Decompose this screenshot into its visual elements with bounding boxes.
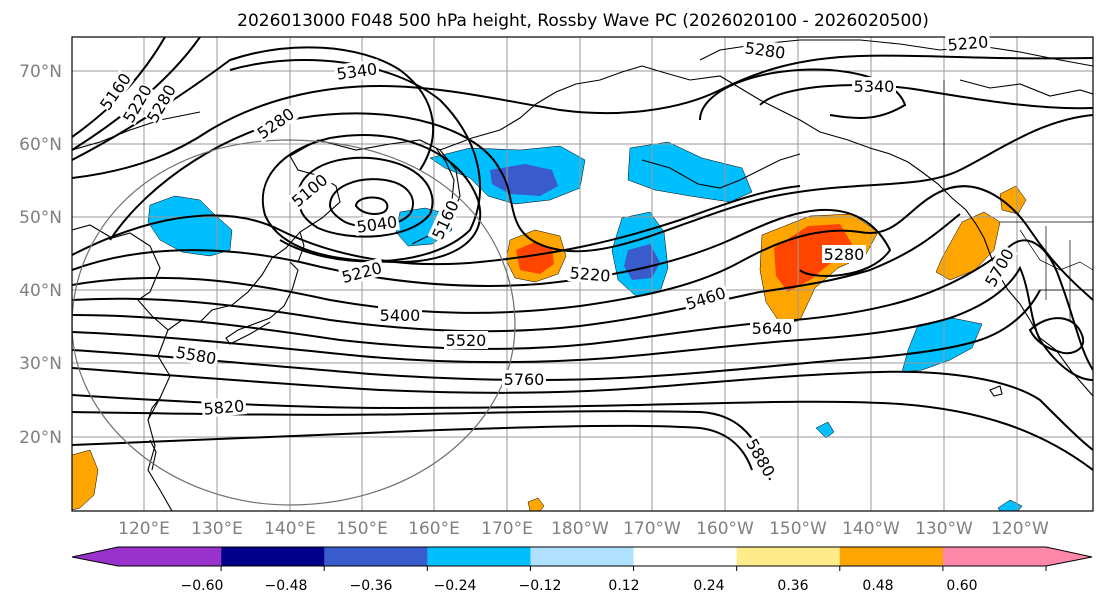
distance-circle — [72, 139, 516, 506]
lon-label: 170°E — [481, 519, 533, 539]
contour-label: 5760 — [504, 370, 545, 389]
contour-label: 5220 — [569, 263, 611, 285]
lon-label: 130°W — [915, 519, 973, 539]
contour-label: 5220 — [947, 32, 989, 54]
negative-anomaly-subtropical — [901, 317, 983, 373]
positive-anomaly-bc — [999, 185, 1027, 215]
negative-anomaly-aleutian — [627, 141, 753, 203]
height-contours — [72, 37, 1093, 481]
lon-label: 120°W — [991, 519, 1049, 539]
colorbar-segment — [221, 547, 325, 566]
contour-label: 5820 — [203, 396, 245, 418]
lat-label: 70°N — [19, 62, 62, 82]
figure-title: 2026013000 F048 500 hPa height, Rossby W… — [237, 11, 929, 31]
colorbar-tick-label: −0.60 — [181, 578, 224, 594]
lon-label: 150°W — [769, 519, 827, 539]
contour-label: 5400 — [380, 306, 421, 325]
lon-label: 120°E — [118, 519, 170, 539]
lon-label: 170°W — [623, 519, 681, 539]
latitude-labels: 70°N 60°N 50°N 40°N 30°N 20°N — [19, 62, 62, 448]
positive-anomaly-small — [527, 497, 545, 511]
lat-label: 50°N — [19, 208, 62, 228]
lon-label: 160°E — [408, 519, 460, 539]
positive-anomaly-gulf-core — [774, 224, 852, 292]
map-panel — [71, 36, 1094, 512]
lon-label: 140°E — [264, 519, 316, 539]
colorbar-segment — [633, 547, 738, 566]
colorbar-segment — [736, 547, 841, 566]
colorbar-tick-label: −0.12 — [519, 578, 562, 594]
contour-labels: 5160 5220 5280 5340 5280 5220 5280 5340 … — [96, 32, 1018, 482]
colorbar-tick-label: 0.36 — [777, 578, 808, 594]
negative-anomaly-hawaii — [815, 421, 835, 439]
colorbar-ticks — [220, 566, 1047, 571]
colorbar-tick-label: 0.24 — [693, 578, 724, 594]
colorbar-segment — [839, 547, 944, 566]
longitude-labels: 120°E 130°E 140°E 150°E 160°E 170°E 180°… — [118, 519, 1049, 539]
colorbar-segments — [72, 547, 1092, 566]
lat-label: 30°N — [19, 354, 62, 374]
colorbar-segment — [942, 547, 1092, 566]
positive-anomaly-tropics — [72, 449, 99, 511]
lon-label: 180°W — [551, 519, 609, 539]
lat-label: 60°N — [19, 135, 62, 155]
colorbar-tick-label: −0.36 — [350, 578, 393, 594]
negative-anomaly-siberia — [147, 195, 233, 257]
lat-label: 20°N — [19, 428, 62, 448]
lat-label: 40°N — [19, 281, 62, 301]
contour-label: 5340 — [854, 77, 895, 96]
lon-label: 160°W — [696, 519, 754, 539]
colorbar-tick-label: 0.48 — [862, 578, 893, 594]
colorbar-tick-label: 0.60 — [946, 578, 977, 594]
contour-label: 5640 — [752, 319, 793, 338]
colorbar-segment — [324, 547, 428, 566]
colorbar-outline — [71, 546, 1093, 567]
lon-label: 150°E — [336, 519, 388, 539]
contour-label: 5520 — [446, 331, 487, 350]
lon-label: 130°E — [191, 519, 243, 539]
colorbar-tick-label: 0.12 — [608, 578, 639, 594]
colorbar-tick-label: −0.48 — [265, 578, 308, 594]
colorbar-segment — [72, 547, 222, 566]
colorbar-tick-label: −0.24 — [434, 578, 477, 594]
positive-anomaly-coast — [935, 211, 1001, 281]
positive-anomaly-dateline-core — [516, 242, 554, 274]
lon-label: 140°W — [842, 519, 900, 539]
colorbar-segment — [427, 547, 531, 566]
contour-label: 5280 — [824, 245, 865, 264]
colorbar: −0.60 −0.48 −0.36 −0.24 −0.12 0.12 0.24 … — [71, 546, 1093, 594]
colorbar-segment — [530, 547, 635, 566]
map-frame — [71, 36, 1094, 512]
